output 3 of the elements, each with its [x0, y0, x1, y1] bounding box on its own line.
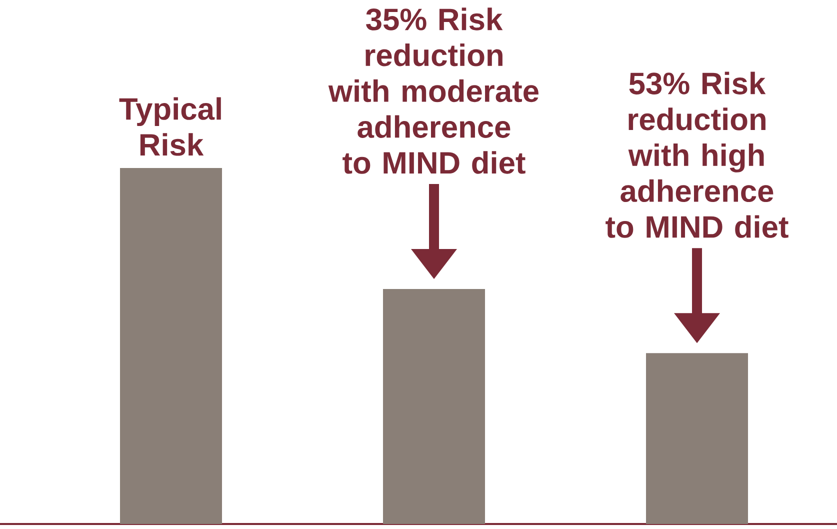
x-tick-label: Typical Risk [119, 97, 221, 156]
x-tick-label: 53% Risk reduction with high adherence to MIND diet [606, 72, 788, 238]
x-tick-label: 35% Risk reduction with moderate adherence to MIND diet [328, 8, 538, 174]
